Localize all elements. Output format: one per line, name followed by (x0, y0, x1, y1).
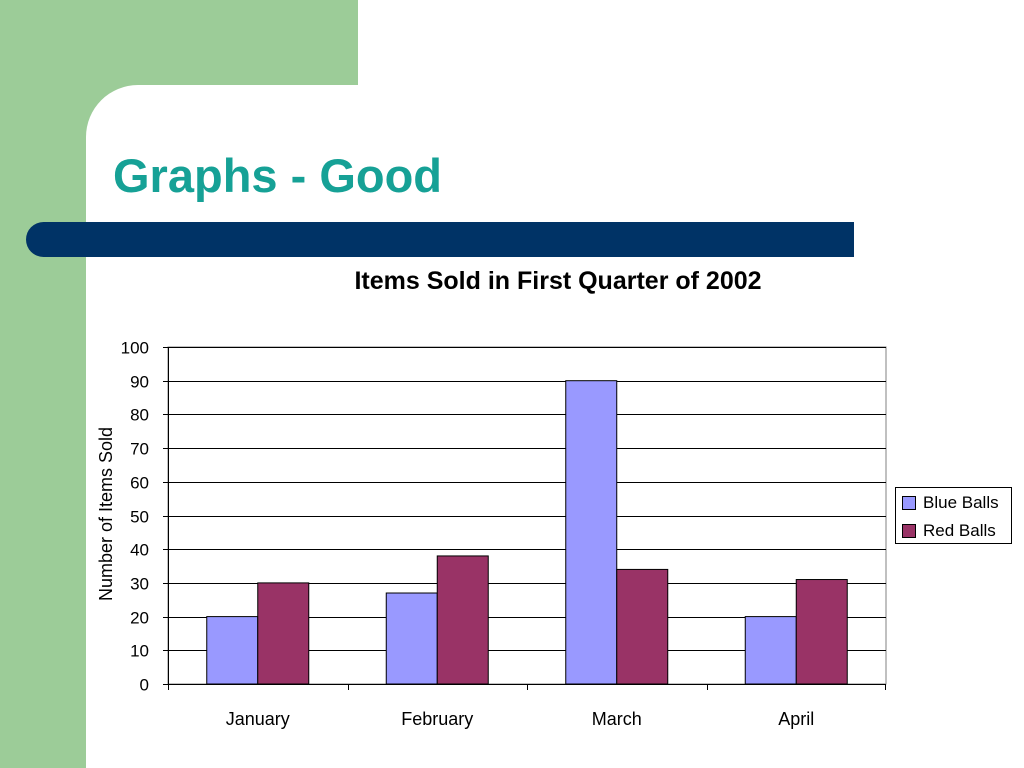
bars (206, 380, 848, 685)
legend-swatch-blue (902, 496, 916, 510)
y-tick-label: 50 (130, 508, 149, 527)
y-tick-label: 40 (130, 541, 149, 560)
top-white-area (358, 0, 1024, 85)
x-tick-label: March (592, 709, 642, 729)
y-tick-label: 60 (130, 474, 149, 493)
bar-red-balls-april (795, 579, 848, 685)
y-tick-label: 100 (121, 339, 149, 358)
y-tick-label: 0 (140, 676, 149, 695)
slide-title: Graphs - Good (113, 149, 442, 202)
y-axis-label: Number of Items Sold (96, 427, 116, 601)
legend-item-blue: Blue Balls (896, 489, 1011, 517)
bar-blue-balls-january (206, 616, 259, 685)
bar-red-balls-march (616, 568, 669, 685)
bar-blue-balls-february (385, 592, 438, 685)
legend: Blue Balls Red Balls (895, 487, 1012, 544)
title-underline-bar (26, 222, 854, 257)
legend-label-blue: Blue Balls (923, 493, 999, 512)
legend-item-red: Red Balls (896, 517, 1011, 545)
bar-red-balls-february (436, 555, 489, 685)
axes: 0 10 20 30 40 50 60 70 80 90 100 January February Mar… (121, 339, 886, 729)
legend-label-red: Red Balls (923, 521, 996, 540)
y-tick-label: 10 (130, 642, 149, 661)
y-tick-label: 80 (130, 406, 149, 425)
legend-swatch-red (902, 524, 916, 538)
bar-red-balls-january (257, 582, 310, 685)
bar-blue-balls-march (565, 380, 618, 685)
y-tick-label: 30 (130, 575, 149, 594)
bar-blue-balls-april (744, 616, 797, 685)
y-tick-label: 70 (130, 440, 149, 459)
x-tick-label: February (401, 709, 473, 729)
chart-title: Items Sold in First Quarter of 2002 (354, 267, 761, 295)
y-tick-label: 90 (130, 373, 149, 392)
x-tick-label: January (226, 709, 290, 729)
x-tick-label: April (778, 709, 814, 729)
y-tick-label: 20 (130, 609, 149, 628)
